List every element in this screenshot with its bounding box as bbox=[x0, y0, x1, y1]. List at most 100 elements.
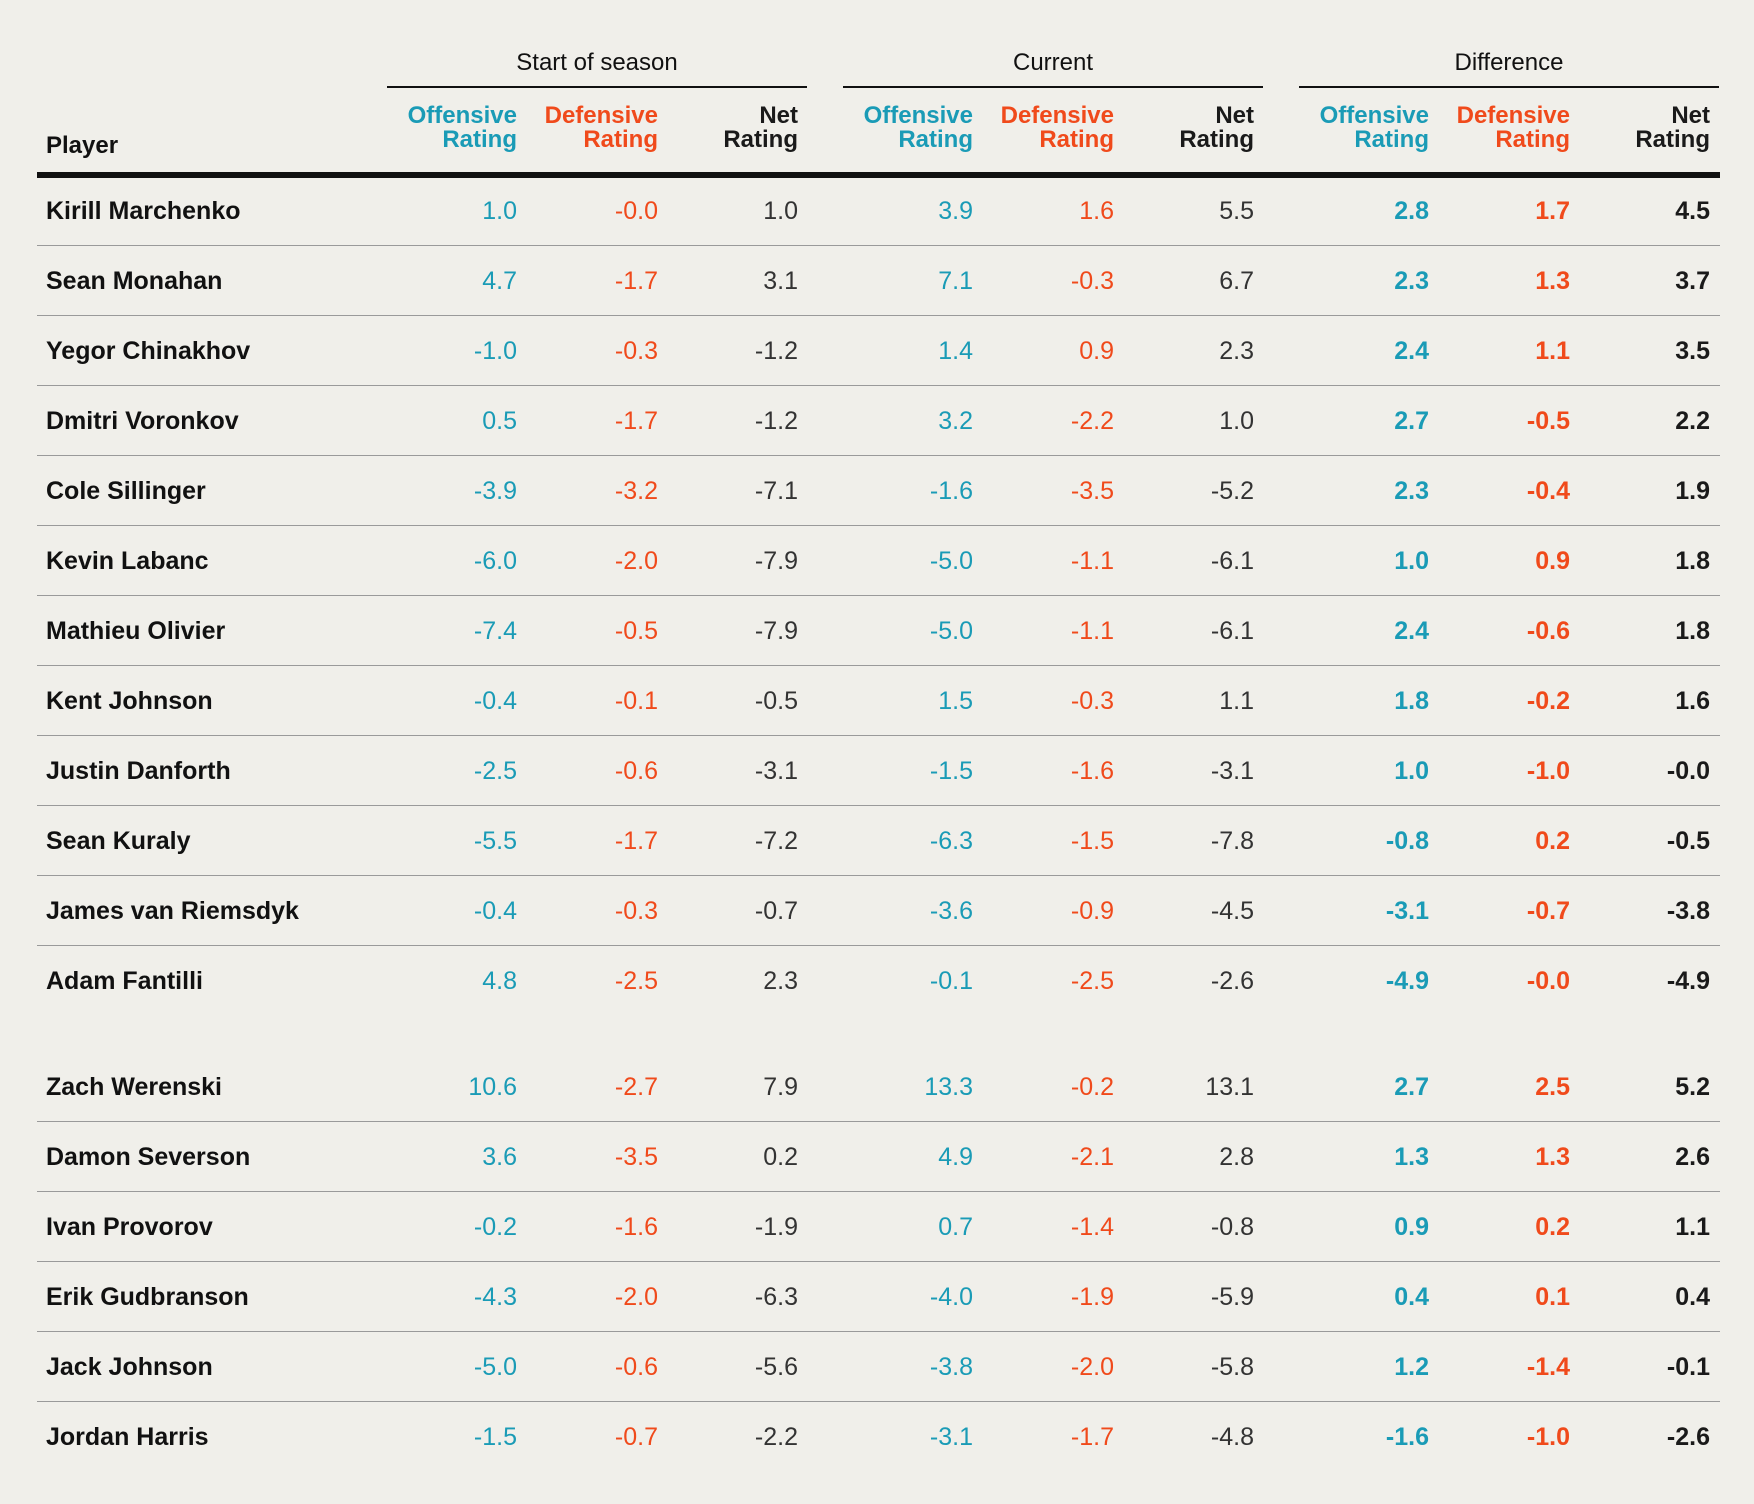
player-name: James van Riemsdyk bbox=[46, 897, 299, 925]
column-header-text: Net bbox=[1671, 102, 1710, 129]
diff-net-rating-cell: -0.0 bbox=[1666, 757, 1710, 785]
diff-off-rating-cell: 0.4 bbox=[1394, 1283, 1429, 1311]
player-name: Jordan Harris bbox=[46, 1423, 209, 1451]
player-name: Damon Severson bbox=[46, 1143, 251, 1171]
current-net-rating-cell: -5.9 bbox=[1210, 1283, 1254, 1311]
start-net-rating-cell: -1.2 bbox=[754, 407, 798, 435]
start-off-rating-cell: -5.0 bbox=[473, 1353, 517, 1381]
current-def-rating-cell: -0.3 bbox=[1070, 687, 1114, 715]
current-def-rating-cell: 1.6 bbox=[1079, 197, 1114, 225]
current-def-rating-cell: -0.9 bbox=[1070, 897, 1114, 925]
player-name: Justin Danforth bbox=[46, 757, 231, 785]
diff-def-rating-cell: -1.0 bbox=[1526, 757, 1570, 785]
column-header-text: Net bbox=[759, 102, 798, 129]
column-header-text: Rating bbox=[442, 126, 517, 153]
diff-off-rating-cell: 1.3 bbox=[1394, 1143, 1429, 1171]
start-net-rating-cell: -3.1 bbox=[754, 757, 798, 785]
diff-def-rating-cell: -0.0 bbox=[1526, 967, 1570, 995]
column-header-text: Defensive bbox=[1456, 102, 1570, 129]
column-header-text: Net bbox=[1215, 102, 1254, 129]
diff-off-rating-cell: -1.6 bbox=[1385, 1423, 1429, 1451]
start-net-rating-cell: -1.9 bbox=[754, 1213, 798, 1241]
current-net-rating-cell: -5.8 bbox=[1210, 1353, 1254, 1381]
current-net-rating-cell: 2.3 bbox=[1219, 337, 1254, 365]
group-header-current: Current bbox=[843, 48, 1263, 88]
group-header-difference: Difference bbox=[1299, 48, 1719, 88]
player-name: Kevin Labanc bbox=[46, 547, 209, 575]
diff-off-rating-cell: 0.9 bbox=[1394, 1213, 1429, 1241]
diff-net-rating-cell: 1.6 bbox=[1675, 687, 1710, 715]
diff-net-rating-cell: -3.8 bbox=[1666, 897, 1710, 925]
start-off-rating-cell: -0.4 bbox=[473, 897, 517, 925]
diff-def-rating-cell: -0.2 bbox=[1526, 687, 1570, 715]
current-off-rating-cell: -1.5 bbox=[929, 757, 973, 785]
diff-off-rating-cell: 2.3 bbox=[1394, 267, 1429, 295]
player-name: Kirill Marchenko bbox=[46, 197, 241, 225]
column-header-text: Defensive bbox=[544, 102, 658, 129]
table-row: Kent Johnson -0.4 -0.1 -0.5 1.5 -0.3 1.1 1.8 -0.… bbox=[37, 666, 1720, 736]
diff-off-rating-cell: 2.7 bbox=[1394, 407, 1429, 435]
player-name: Adam Fantilli bbox=[46, 967, 203, 995]
start-net-rating-cell: -5.6 bbox=[754, 1353, 798, 1381]
start-def-rating-cell: -1.7 bbox=[614, 827, 658, 855]
column-header-diff-def: Defensive Rating bbox=[1410, 104, 1570, 152]
player-name: Kent Johnson bbox=[46, 687, 213, 715]
current-def-rating-cell: -3.5 bbox=[1070, 477, 1114, 505]
start-off-rating-cell: -0.4 bbox=[473, 687, 517, 715]
start-off-rating-cell: -5.5 bbox=[473, 827, 517, 855]
current-off-rating-cell: 7.1 bbox=[938, 267, 973, 295]
start-net-rating-cell: 0.2 bbox=[763, 1143, 798, 1171]
current-def-rating-cell: -1.7 bbox=[1070, 1423, 1114, 1451]
start-def-rating-cell: -3.2 bbox=[614, 477, 658, 505]
column-header-current-off: Offensive Rating bbox=[813, 104, 973, 152]
current-off-rating-cell: 3.2 bbox=[938, 407, 973, 435]
table-row: Dmitri Voronkov 0.5 -1.7 -1.2 3.2 -2.2 1.0 2.7 -… bbox=[37, 386, 1720, 456]
column-header-text: Rating bbox=[723, 126, 798, 153]
start-net-rating-cell: 1.0 bbox=[763, 197, 798, 225]
current-def-rating-cell: -1.1 bbox=[1070, 617, 1114, 645]
column-header-text: Rating bbox=[1495, 126, 1570, 153]
diff-off-rating-cell: 1.2 bbox=[1394, 1353, 1429, 1381]
diff-def-rating-cell: 1.3 bbox=[1535, 267, 1570, 295]
diff-off-rating-cell: 2.3 bbox=[1394, 477, 1429, 505]
table-row: Kevin Labanc -6.0 -2.0 -7.9 -5.0 -1.1 -6.1 1.0 0… bbox=[37, 526, 1720, 596]
start-off-rating-cell: 3.6 bbox=[482, 1143, 517, 1171]
table-row: Sean Kuraly -5.5 -1.7 -7.2 -6.3 -1.5 -7.8 -0.8 0… bbox=[37, 806, 1720, 876]
diff-off-rating-cell: 2.4 bbox=[1394, 617, 1429, 645]
start-off-rating-cell: 4.7 bbox=[482, 267, 517, 295]
player-name: Yegor Chinakhov bbox=[46, 337, 251, 365]
diff-def-rating-cell: -0.6 bbox=[1526, 617, 1570, 645]
current-def-rating-cell: -1.9 bbox=[1070, 1283, 1114, 1311]
current-def-rating-cell: -1.5 bbox=[1070, 827, 1114, 855]
start-net-rating-cell: 7.9 bbox=[763, 1073, 798, 1101]
diff-off-rating-cell: 2.7 bbox=[1394, 1073, 1429, 1101]
diff-def-rating-cell: 1.7 bbox=[1535, 197, 1570, 225]
column-header-text: Offensive bbox=[1319, 102, 1429, 129]
table-row: Zach Werenski 10.6 -2.7 7.9 13.3 -0.2 13.1 2.7 2… bbox=[37, 1052, 1720, 1122]
table-row: Adam Fantilli 4.8 -2.5 2.3 -0.1 -2.5 -2.6 -4.9 -… bbox=[37, 946, 1720, 1016]
current-off-rating-cell: -1.6 bbox=[929, 477, 973, 505]
start-off-rating-cell: 10.6 bbox=[468, 1073, 517, 1101]
current-net-rating-cell: 13.1 bbox=[1205, 1073, 1254, 1101]
table-row: Ivan Provorov -0.2 -1.6 -1.9 0.7 -1.4 -0.8 0.9 0… bbox=[37, 1192, 1720, 1262]
start-def-rating-cell: -3.5 bbox=[614, 1143, 658, 1171]
current-off-rating-cell: -5.0 bbox=[929, 617, 973, 645]
start-off-rating-cell: -6.0 bbox=[473, 547, 517, 575]
diff-net-rating-cell: 2.6 bbox=[1675, 1143, 1710, 1171]
column-header-start-def: Defensive Rating bbox=[498, 104, 658, 152]
start-def-rating-cell: -0.3 bbox=[614, 337, 658, 365]
current-def-rating-cell: -2.0 bbox=[1070, 1353, 1114, 1381]
player-name: Erik Gudbranson bbox=[46, 1283, 249, 1311]
diff-off-rating-cell: 1.0 bbox=[1394, 757, 1429, 785]
start-net-rating-cell: -0.5 bbox=[754, 687, 798, 715]
current-net-rating-cell: -3.1 bbox=[1210, 757, 1254, 785]
player-name: Sean Monahan bbox=[46, 267, 223, 295]
current-def-rating-cell: -1.1 bbox=[1070, 547, 1114, 575]
column-header-text: Rating bbox=[583, 126, 658, 153]
current-def-rating-cell: -1.4 bbox=[1070, 1213, 1114, 1241]
table-row: Kirill Marchenko 1.0 -0.0 1.0 3.9 1.6 5.5 2.8 1.… bbox=[37, 176, 1720, 246]
table-row: Justin Danforth -2.5 -0.6 -3.1 -1.5 -1.6 -3.1 1… bbox=[37, 736, 1720, 806]
diff-net-rating-cell: 4.5 bbox=[1675, 197, 1710, 225]
start-net-rating-cell: -1.2 bbox=[754, 337, 798, 365]
start-def-rating-cell: -0.1 bbox=[614, 687, 658, 715]
